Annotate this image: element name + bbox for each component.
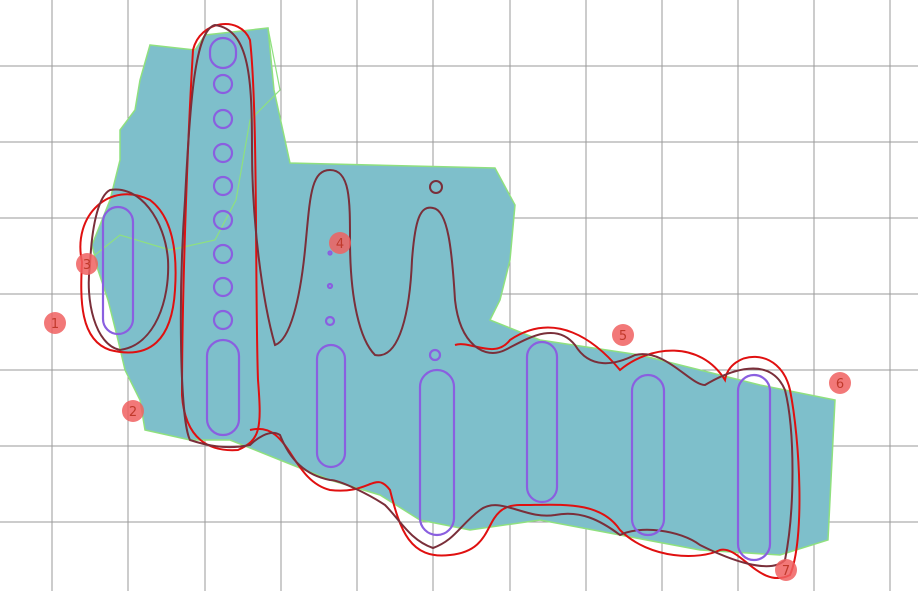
marker-3[interactable]: 3 [76,253,98,275]
marker-5-label: 5 [619,329,627,344]
marker-4[interactable]: 4 [329,232,351,254]
obstacles [101,36,772,562]
marker-2[interactable]: 2 [122,400,144,422]
marker-5[interactable]: 5 [612,324,634,346]
field-edge-line [94,27,281,256]
marker-6[interactable]: 6 [829,372,851,394]
marker-3-label: 3 [83,258,91,273]
marker-7[interactable]: 7 [775,559,797,581]
inner-path-loop [429,180,443,194]
marker-7-label: 7 [782,564,790,579]
marker-1-label: 1 [51,317,59,332]
inner-path [87,23,794,568]
marker-2-label: 2 [129,405,137,420]
field-area [91,27,836,556]
marker-6-label: 6 [836,377,844,392]
marker-1[interactable]: 1 [44,312,66,334]
boundary-path [79,23,801,579]
marker-4-label: 4 [336,237,344,252]
